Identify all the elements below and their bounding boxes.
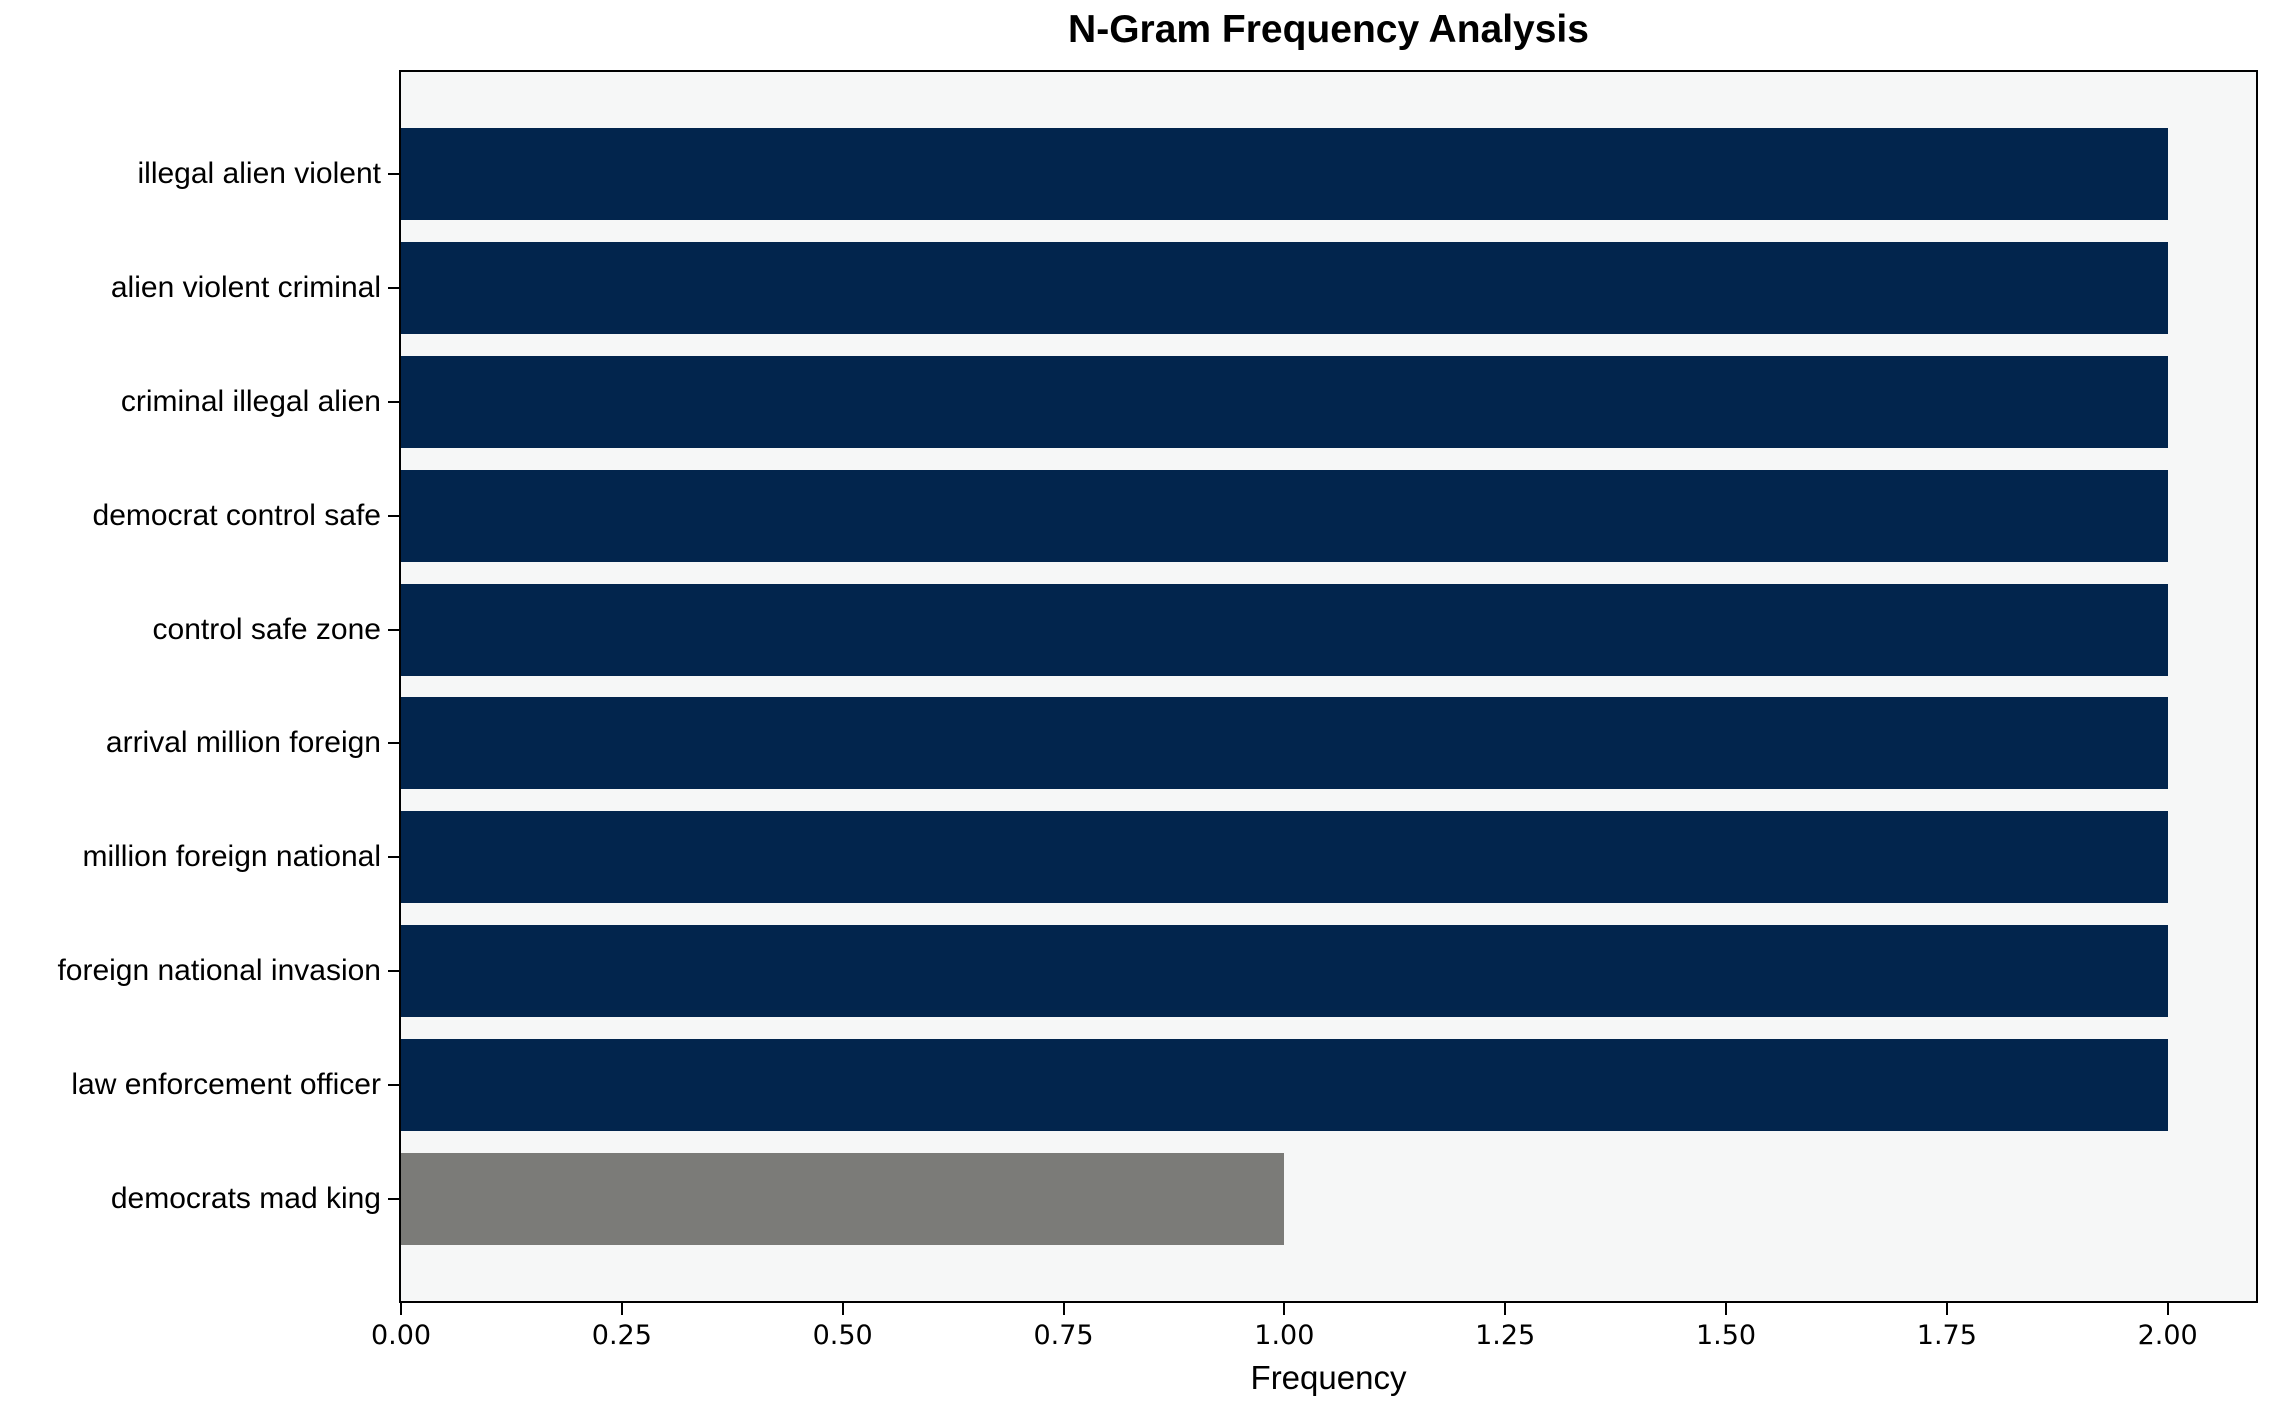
category-label: alien violent criminal xyxy=(110,270,381,304)
x-tick-label: 0.50 xyxy=(812,1320,873,1351)
x-tick-mark xyxy=(1725,1303,1727,1315)
x-tick-label: 0.00 xyxy=(370,1320,432,1351)
bar xyxy=(401,697,2168,790)
x-tick-label: 1.00 xyxy=(1254,1320,1315,1351)
y-tick-mark xyxy=(388,628,399,631)
category-label: illegal alien violent xyxy=(137,157,382,190)
bar xyxy=(401,241,2168,334)
bar xyxy=(401,469,2168,562)
y-tick-mark xyxy=(388,286,399,289)
y-tick-mark xyxy=(388,856,399,859)
x-tick-label: 2.00 xyxy=(2137,1320,2198,1351)
category-label: criminal illegal alien xyxy=(120,384,381,418)
y-tick-mark xyxy=(388,400,399,403)
bar xyxy=(401,811,2168,904)
category-label: law enforcement officer xyxy=(71,1068,381,1102)
x-tick-label: 1.50 xyxy=(1695,1320,1757,1351)
x-tick-mark xyxy=(1062,1303,1065,1315)
category-label: democrat control safe xyxy=(92,498,381,532)
y-tick-mark xyxy=(388,742,399,745)
bar xyxy=(401,1039,2168,1132)
y-tick-mark xyxy=(388,514,399,517)
x-tick-mark xyxy=(400,1303,402,1315)
category-label: million foreign national xyxy=(82,840,381,874)
category-label: control safe zone xyxy=(152,612,381,646)
bar xyxy=(401,128,2168,220)
x-tick-mark xyxy=(620,1303,623,1315)
y-tick-mark xyxy=(388,1198,399,1200)
x-tick-mark xyxy=(1283,1303,1286,1315)
x-tick-label: 1.25 xyxy=(1475,1320,1536,1351)
y-tick-mark xyxy=(388,173,399,175)
category-label: democrats mad king xyxy=(110,1182,381,1215)
x-tick-mark xyxy=(2166,1303,2169,1315)
x-tick-mark xyxy=(841,1303,844,1315)
bar xyxy=(401,925,2168,1018)
category-label: foreign national invasion xyxy=(57,954,381,988)
x-tick-label: 0.75 xyxy=(1033,1320,1094,1351)
x-tick-label: 1.75 xyxy=(1916,1320,1977,1351)
x-tick-label: 0.25 xyxy=(591,1320,652,1351)
x-tick-mark xyxy=(1945,1303,1948,1315)
y-tick-mark xyxy=(388,1084,399,1087)
bar xyxy=(401,1153,1285,1245)
plot-area xyxy=(399,70,2258,1303)
x-axis-title: Frequency xyxy=(1250,1359,1407,1396)
x-tick-mark xyxy=(1504,1303,1507,1315)
category-label: arrival million foreign xyxy=(105,726,381,760)
chart-title: N-Gram Frequency Analysis xyxy=(1068,8,1589,51)
bar xyxy=(401,583,2168,676)
bar xyxy=(401,355,2168,448)
y-tick-mark xyxy=(388,970,399,973)
